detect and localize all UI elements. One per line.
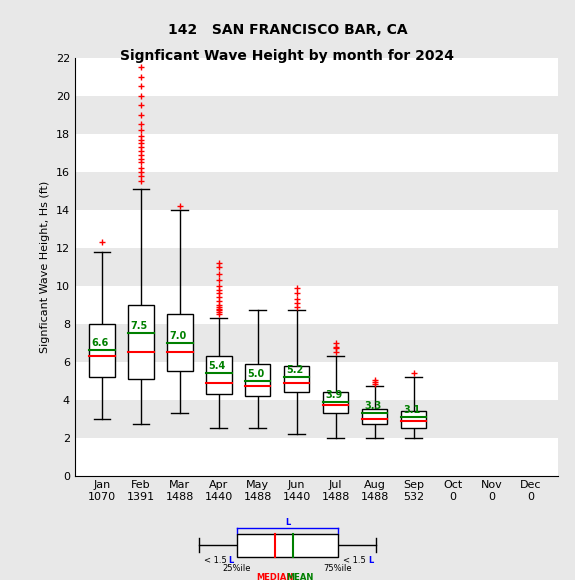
Bar bbox=[245, 364, 270, 396]
Bar bbox=[89, 324, 114, 377]
Text: 6.6: 6.6 bbox=[91, 338, 109, 349]
Text: 5.2: 5.2 bbox=[286, 365, 304, 375]
Bar bbox=[323, 392, 348, 413]
Text: < 1.5: < 1.5 bbox=[343, 556, 369, 564]
Bar bbox=[75, 248, 558, 286]
Text: < 1.5: < 1.5 bbox=[204, 556, 229, 564]
Bar bbox=[128, 304, 154, 379]
Bar bbox=[167, 314, 193, 371]
Bar bbox=[75, 96, 558, 134]
Text: MEAN: MEAN bbox=[286, 573, 314, 580]
Text: MEDIAN: MEDIAN bbox=[256, 573, 294, 580]
Text: 3.9: 3.9 bbox=[325, 390, 342, 400]
Bar bbox=[75, 134, 558, 172]
Bar bbox=[237, 534, 338, 557]
Text: 75%ile: 75%ile bbox=[324, 564, 352, 572]
Bar bbox=[75, 286, 558, 324]
Bar bbox=[362, 409, 388, 425]
Text: L: L bbox=[369, 556, 374, 564]
Bar bbox=[206, 356, 232, 394]
Y-axis label: Signficant Wave Height, Hs (ft): Signficant Wave Height, Hs (ft) bbox=[40, 181, 50, 353]
Text: 7.0: 7.0 bbox=[169, 331, 186, 341]
Bar bbox=[75, 438, 558, 476]
Text: 3.1: 3.1 bbox=[403, 405, 420, 415]
Text: 3.3: 3.3 bbox=[364, 401, 381, 411]
Text: 5.4: 5.4 bbox=[208, 361, 225, 371]
Bar bbox=[75, 58, 558, 96]
Text: 7.5: 7.5 bbox=[131, 321, 148, 331]
Text: 25%ile: 25%ile bbox=[223, 564, 251, 572]
Text: 5.0: 5.0 bbox=[247, 369, 264, 379]
Bar bbox=[75, 400, 558, 438]
Bar bbox=[75, 362, 558, 400]
Bar bbox=[75, 210, 558, 248]
Bar bbox=[401, 411, 426, 428]
Text: L: L bbox=[285, 519, 290, 527]
Text: Signficant Wave Height by month for 2024: Signficant Wave Height by month for 2024 bbox=[121, 49, 454, 63]
Text: 142   SAN FRANCISCO BAR, CA: 142 SAN FRANCISCO BAR, CA bbox=[168, 23, 407, 37]
Bar bbox=[75, 172, 558, 210]
Bar bbox=[284, 365, 309, 392]
Text: L: L bbox=[228, 556, 233, 564]
Bar bbox=[75, 324, 558, 362]
